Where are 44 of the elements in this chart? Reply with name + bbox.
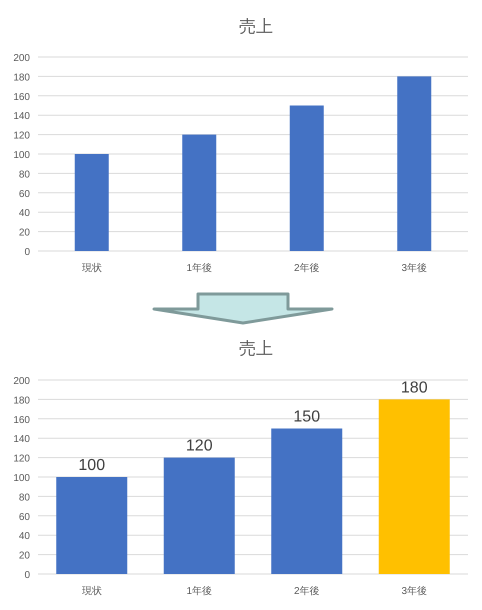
- chart-title: 売上: [239, 17, 273, 36]
- x-tick-label: 3年後: [401, 262, 428, 274]
- data-label: 150: [293, 408, 320, 426]
- y-tick-label: 20: [18, 550, 30, 562]
- data-label: 120: [186, 438, 213, 455]
- y-tick-label: 200: [13, 53, 30, 64]
- y-tick-label: 140: [13, 434, 30, 446]
- x-tick-label: 2年後: [294, 585, 320, 597]
- bar: [290, 106, 324, 251]
- bar: [182, 134, 216, 251]
- y-tick-label: 60: [18, 512, 30, 523]
- y-tick-label: 120: [13, 130, 30, 142]
- bar: [164, 458, 235, 574]
- bar: [74, 154, 109, 251]
- data-label: 100: [78, 457, 106, 474]
- x-tick-label: 1年後: [186, 585, 212, 597]
- y-tick-label: 200: [13, 376, 30, 387]
- y-tick-label: 160: [13, 92, 30, 103]
- y-tick-label: 0: [24, 247, 30, 258]
- y-tick-label: 100: [13, 473, 30, 484]
- data-label: 180: [400, 379, 428, 396]
- y-tick-label: 80: [18, 169, 30, 180]
- y-tick-label: 180: [13, 395, 30, 406]
- y-tick-label: 40: [18, 531, 30, 542]
- y-tick-label: 60: [18, 188, 30, 200]
- x-tick-label: 2年後: [294, 262, 320, 274]
- y-tick-label: 40: [18, 208, 30, 220]
- y-tick-label: 140: [13, 111, 30, 122]
- y-tick-label: 100: [13, 150, 30, 161]
- x-tick-label: 現状: [82, 585, 102, 597]
- bar: [56, 477, 128, 574]
- y-tick-label: 120: [13, 454, 30, 465]
- x-tick-label: 3年後: [401, 585, 428, 597]
- y-tick-label: 0: [24, 570, 30, 581]
- x-tick-label: 1年後: [186, 262, 212, 274]
- x-tick-label: 現状: [82, 262, 102, 274]
- bar: [378, 399, 450, 574]
- bar: [271, 428, 342, 574]
- chart-title: 売上: [239, 339, 273, 358]
- bar: [397, 76, 432, 251]
- y-tick-label: 20: [18, 228, 30, 239]
- y-tick-label: 180: [13, 72, 30, 84]
- y-tick-label: 80: [18, 492, 30, 504]
- y-tick-label: 160: [13, 414, 30, 426]
